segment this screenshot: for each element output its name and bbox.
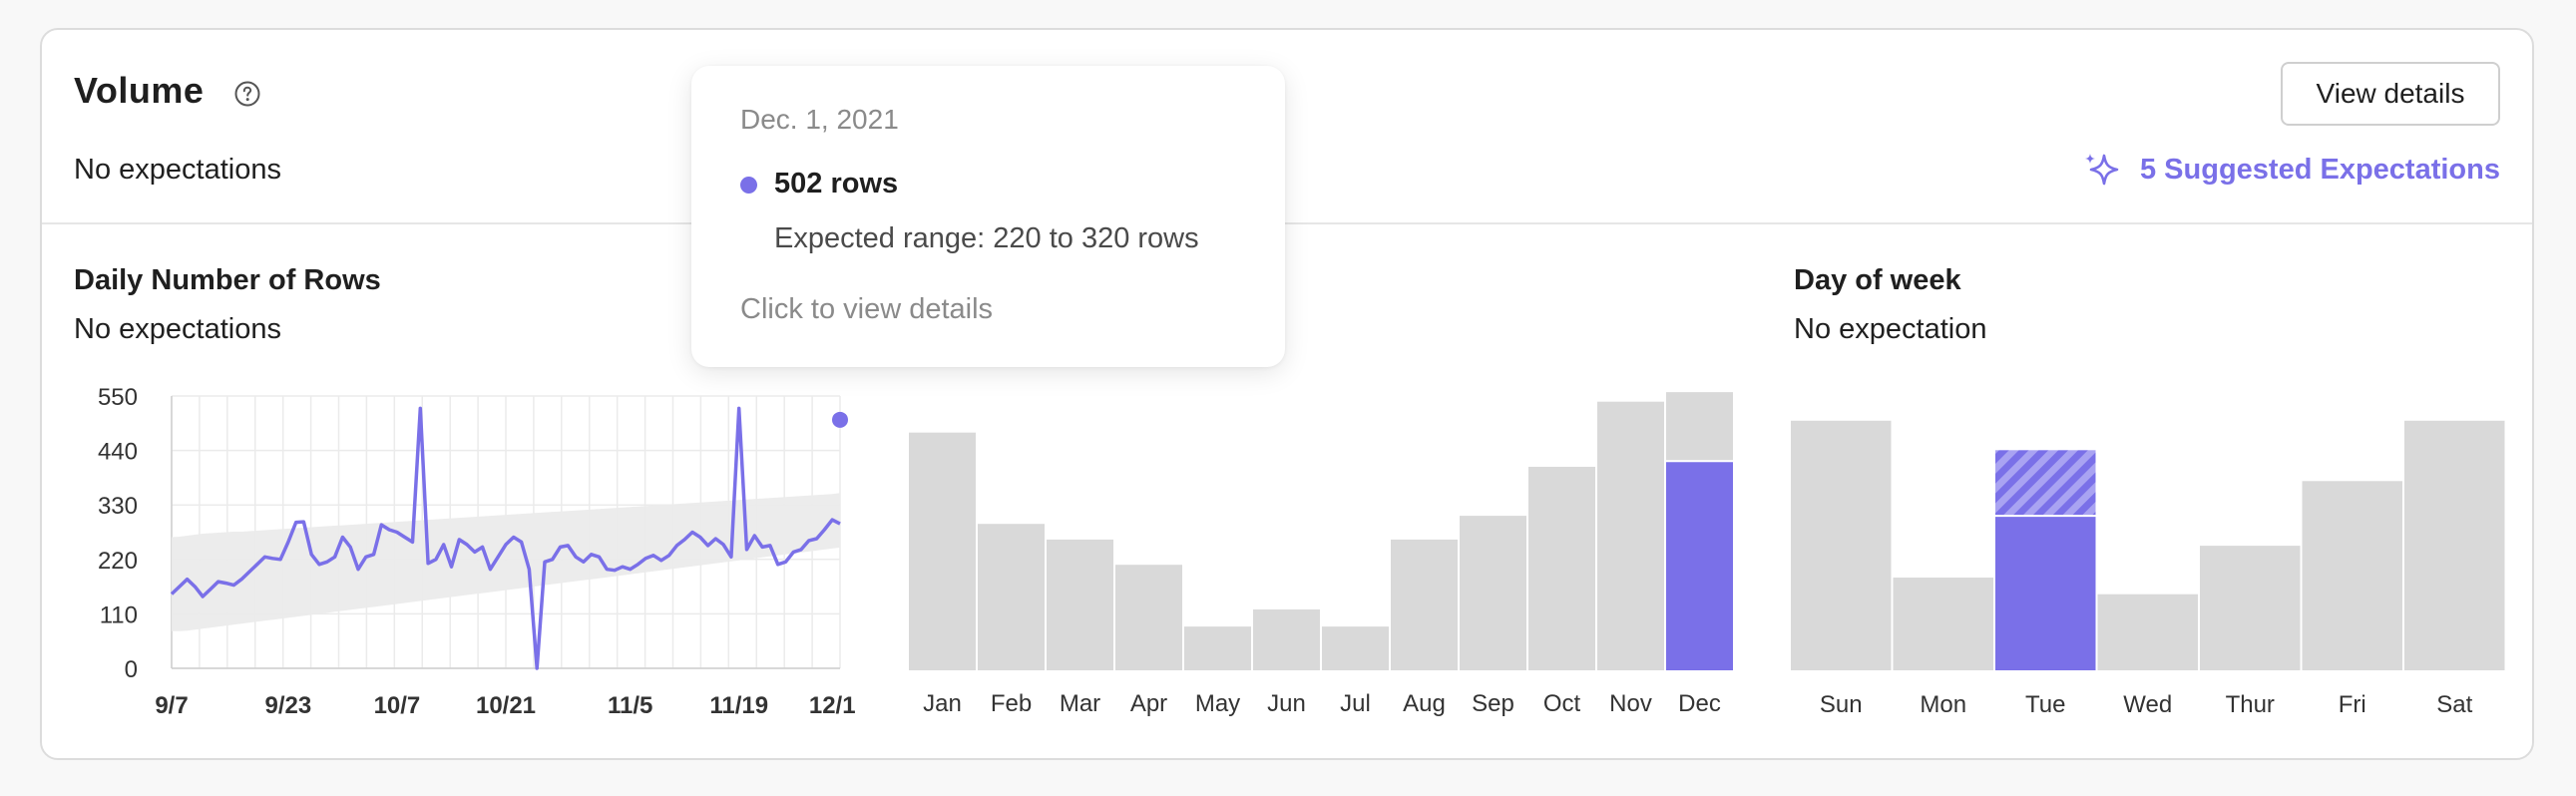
data-point-tooltip: Dec. 1, 2021 502 rows Expected range: 22… [691, 66, 1285, 367]
day-bar-hatched-extra [1995, 450, 2096, 517]
sparkle-icon [2085, 154, 2119, 186]
expected-range-band [172, 493, 840, 631]
tooltip-date: Dec. 1, 2021 [740, 104, 899, 135]
volume-expectations-status: No expectations [74, 154, 281, 186]
day-bar-wed [2097, 594, 2198, 670]
month-bar-mar [1047, 539, 1113, 670]
day-of-week-expectations: No expectation [1794, 313, 1987, 345]
y-tick-label: 0 [125, 656, 138, 683]
day-label: Mon [1920, 691, 1966, 718]
suggested-expectations-link[interactable]: 5 Suggested Expectations [2082, 150, 2500, 190]
month-bar-may [1184, 626, 1251, 670]
rows-series-line [170, 406, 841, 670]
day-bar-thur [2200, 546, 2301, 670]
month-bar-aug [1391, 539, 1458, 670]
month-label: Aug [1403, 690, 1446, 717]
series-dot-icon [740, 177, 757, 194]
daily-rows-title: Daily Number of Rows [74, 264, 381, 296]
day-bar-mon [1893, 578, 1993, 670]
y-tick-label: 110 [100, 601, 138, 628]
month-label: Apr [1130, 690, 1167, 717]
x-tick-label: 9/23 [265, 692, 312, 719]
suggested-expectations-label: 5 Suggested Expectations [2140, 153, 2500, 186]
month-label: Jan [923, 690, 962, 717]
day-label: Sun [1820, 691, 1863, 718]
tooltip-expected-range: Expected range: 220 to 320 rows [774, 222, 1199, 254]
month-bar-jun [1253, 608, 1320, 670]
month-bar-nov [1597, 401, 1664, 670]
selected-data-point [832, 411, 848, 428]
month-label: Oct [1543, 690, 1581, 717]
day-label: Tue [2025, 691, 2065, 718]
month-label: Mar [1060, 690, 1100, 717]
x-tick-label: 11/5 [608, 692, 652, 719]
day-label: Sat [2436, 691, 2472, 718]
month-label: Jul [1340, 690, 1371, 717]
month-bar-oct [1528, 466, 1595, 670]
daily-rows-expectations: No expectations [74, 313, 281, 345]
page-title: Volume [74, 70, 205, 111]
x-tick-label: 10/21 [476, 692, 536, 719]
day-bar-tue [1995, 516, 2096, 670]
month-bar-apr [1115, 565, 1182, 670]
header-divider [42, 222, 2532, 224]
tooltip-rows: 502 rows [774, 168, 899, 199]
day-of-week-title: Day of week [1794, 264, 1961, 296]
help-icon[interactable] [233, 80, 261, 108]
month-label: Nov [1609, 690, 1652, 717]
y-tick-label: 220 [98, 548, 138, 575]
x-tick-label: 12/1 [809, 692, 856, 719]
month-bar-jul [1322, 626, 1389, 670]
day-bar-sat [2404, 420, 2505, 670]
y-tick-label: 550 [98, 384, 138, 411]
tooltip-view-details-link[interactable]: Click to view details [740, 293, 994, 325]
day-label: Wed [2123, 691, 2172, 718]
view-details-button[interactable]: View details [2281, 62, 2500, 126]
month-label: Sep [1472, 690, 1514, 717]
x-tick-label: 10/7 [374, 692, 421, 719]
day-bar-sun [1791, 420, 1892, 670]
month-bar-highlight [1666, 461, 1733, 670]
x-tick-label: 9/7 [155, 692, 188, 719]
y-tick-label: 440 [98, 439, 138, 466]
x-tick-label: 11/19 [709, 692, 768, 719]
day-label: Fri [2339, 691, 2366, 718]
month-bar-sep [1460, 516, 1526, 670]
month-label: May [1195, 690, 1240, 717]
month-label: Jun [1267, 690, 1306, 717]
day-label: Thur [2226, 691, 2275, 718]
month-label: Dec [1678, 690, 1721, 717]
day-bar-fri [2302, 481, 2402, 670]
y-tick-label: 330 [98, 493, 138, 520]
month-bar-jan [909, 432, 976, 670]
month-bar-feb [978, 524, 1045, 670]
month-label: Feb [991, 690, 1032, 717]
